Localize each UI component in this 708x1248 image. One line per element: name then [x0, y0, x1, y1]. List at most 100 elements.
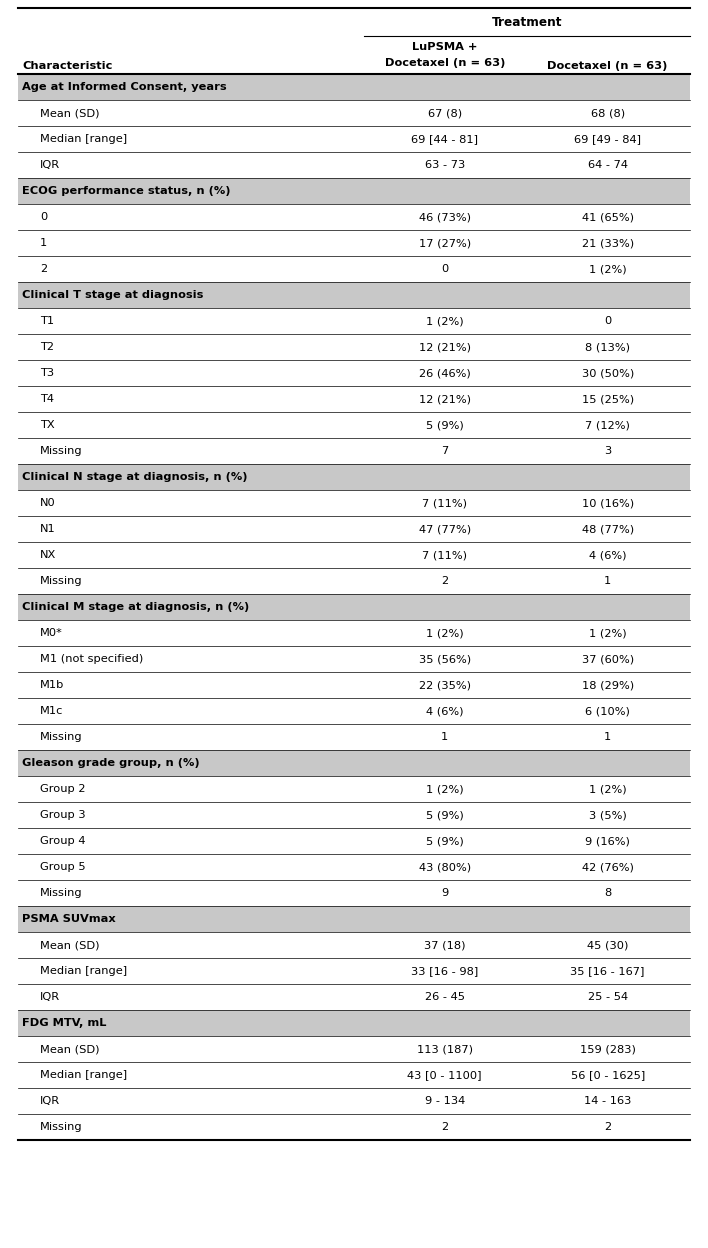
Text: 7 (12%): 7 (12%) [586, 421, 630, 431]
Text: Missing: Missing [40, 577, 83, 587]
Text: Clinical N stage at diagnosis, n (%): Clinical N stage at diagnosis, n (%) [22, 472, 248, 482]
Text: T1: T1 [40, 316, 54, 326]
Bar [18, 1010, 690, 1036]
Bar [18, 646, 690, 671]
Text: 1 (2%): 1 (2%) [426, 316, 464, 326]
Text: 56 [0 - 1625]: 56 [0 - 1625] [571, 1070, 645, 1080]
Text: 0: 0 [441, 265, 448, 275]
Bar [18, 906, 690, 932]
Bar [18, 178, 690, 203]
Bar [18, 698, 690, 724]
Text: 14 - 163: 14 - 163 [584, 1096, 632, 1106]
Text: Gleason grade group, n (%): Gleason grade group, n (%) [22, 758, 200, 768]
Bar [18, 1114, 690, 1139]
Text: 3: 3 [604, 446, 611, 456]
Text: 64 - 74: 64 - 74 [588, 160, 628, 170]
Text: 45 (30): 45 (30) [587, 940, 629, 950]
Text: 2: 2 [604, 1122, 611, 1132]
Text: 10 (16%): 10 (16%) [581, 498, 634, 508]
Text: Clinical M stage at diagnosis, n (%): Clinical M stage at diagnosis, n (%) [22, 602, 249, 612]
Text: 47 (77%): 47 (77%) [418, 524, 471, 534]
Text: 22 (35%): 22 (35%) [418, 680, 471, 690]
Text: 1 (2%): 1 (2%) [426, 628, 464, 638]
Text: 1 (2%): 1 (2%) [589, 265, 627, 275]
Bar [18, 1088, 690, 1114]
Text: 68 (8): 68 (8) [590, 109, 624, 119]
Text: TX: TX [40, 421, 55, 431]
Text: M1b: M1b [40, 680, 64, 690]
Text: 41 (65%): 41 (65%) [582, 212, 634, 222]
Text: Group 5: Group 5 [40, 862, 86, 872]
Text: 12 (21%): 12 (21%) [418, 394, 471, 404]
Text: T2: T2 [40, 342, 54, 352]
Bar [18, 620, 690, 646]
Text: 7 (11%): 7 (11%) [422, 498, 467, 508]
Text: 43 (80%): 43 (80%) [418, 862, 471, 872]
Text: 4 (6%): 4 (6%) [589, 550, 627, 560]
Text: 17 (27%): 17 (27%) [418, 238, 471, 248]
Bar [18, 958, 690, 983]
Text: 2: 2 [40, 265, 47, 275]
Bar [18, 412, 690, 438]
Text: 33 [16 - 98]: 33 [16 - 98] [411, 966, 479, 976]
Text: FDG MTV, mL: FDG MTV, mL [22, 1018, 106, 1028]
Text: Missing: Missing [40, 889, 83, 899]
Text: 0: 0 [40, 212, 47, 222]
Bar [18, 256, 690, 282]
Text: Clinical T stage at diagnosis: Clinical T stage at diagnosis [22, 290, 203, 300]
Text: 113 (187): 113 (187) [417, 1045, 473, 1055]
Text: Docetaxel (n = 63): Docetaxel (n = 63) [384, 57, 505, 67]
Bar [18, 464, 690, 490]
Text: Mean (SD): Mean (SD) [40, 1045, 100, 1055]
Bar [18, 594, 690, 620]
Text: N0: N0 [40, 498, 56, 508]
Text: 26 (46%): 26 (46%) [419, 368, 471, 378]
Text: 8: 8 [604, 889, 611, 899]
Text: 5 (9%): 5 (9%) [426, 836, 464, 846]
Text: IQR: IQR [40, 992, 60, 1002]
Bar [18, 827, 690, 854]
Text: 1: 1 [40, 238, 47, 248]
Text: T4: T4 [40, 394, 54, 404]
Text: Age at Informed Consent, years: Age at Informed Consent, years [22, 82, 227, 92]
Text: 25 - 54: 25 - 54 [588, 992, 628, 1002]
Bar [18, 359, 690, 386]
Text: M1 (not specified): M1 (not specified) [40, 654, 143, 664]
Text: 1 (2%): 1 (2%) [426, 784, 464, 794]
Text: 69 [44 - 81]: 69 [44 - 81] [411, 134, 478, 144]
Text: ECOG performance status, n (%): ECOG performance status, n (%) [22, 186, 231, 196]
Bar [18, 542, 690, 568]
Text: IQR: IQR [40, 160, 60, 170]
Text: T3: T3 [40, 368, 54, 378]
Text: Group 2: Group 2 [40, 784, 86, 794]
Text: 15 (25%): 15 (25%) [581, 394, 634, 404]
Text: Missing: Missing [40, 446, 83, 456]
Text: 1 (2%): 1 (2%) [589, 784, 627, 794]
Text: Median [range]: Median [range] [40, 966, 127, 976]
Bar [18, 724, 690, 750]
Bar [18, 490, 690, 515]
Bar [18, 854, 690, 880]
Text: Median [range]: Median [range] [40, 134, 127, 144]
Text: 35 (56%): 35 (56%) [418, 654, 471, 664]
Bar [18, 74, 690, 100]
Text: Mean (SD): Mean (SD) [40, 940, 100, 950]
Text: Missing: Missing [40, 1122, 83, 1132]
Bar [18, 282, 690, 308]
Bar [18, 568, 690, 594]
Bar [18, 100, 690, 126]
Text: 1: 1 [441, 733, 448, 743]
Bar [18, 386, 690, 412]
Text: 30 (50%): 30 (50%) [581, 368, 634, 378]
Text: 12 (21%): 12 (21%) [418, 342, 471, 352]
Text: 42 (76%): 42 (76%) [582, 862, 634, 872]
Text: 9: 9 [441, 889, 448, 899]
Text: 2: 2 [441, 577, 448, 587]
Text: 8 (13%): 8 (13%) [586, 342, 630, 352]
Text: 63 - 73: 63 - 73 [425, 160, 465, 170]
Bar [18, 671, 690, 698]
Bar [18, 438, 690, 464]
Text: LuPSMA +: LuPSMA + [412, 41, 477, 51]
Text: Characteristic: Characteristic [22, 61, 113, 71]
Text: 26 - 45: 26 - 45 [425, 992, 464, 1002]
